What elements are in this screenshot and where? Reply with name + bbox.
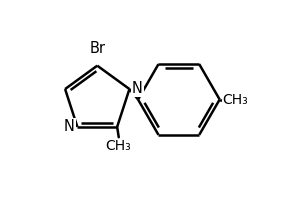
Text: N: N — [64, 119, 75, 134]
Text: Br: Br — [89, 41, 105, 56]
Text: CH₃: CH₃ — [222, 93, 248, 106]
Text: CH₃: CH₃ — [105, 139, 131, 153]
Text: N: N — [132, 81, 143, 96]
